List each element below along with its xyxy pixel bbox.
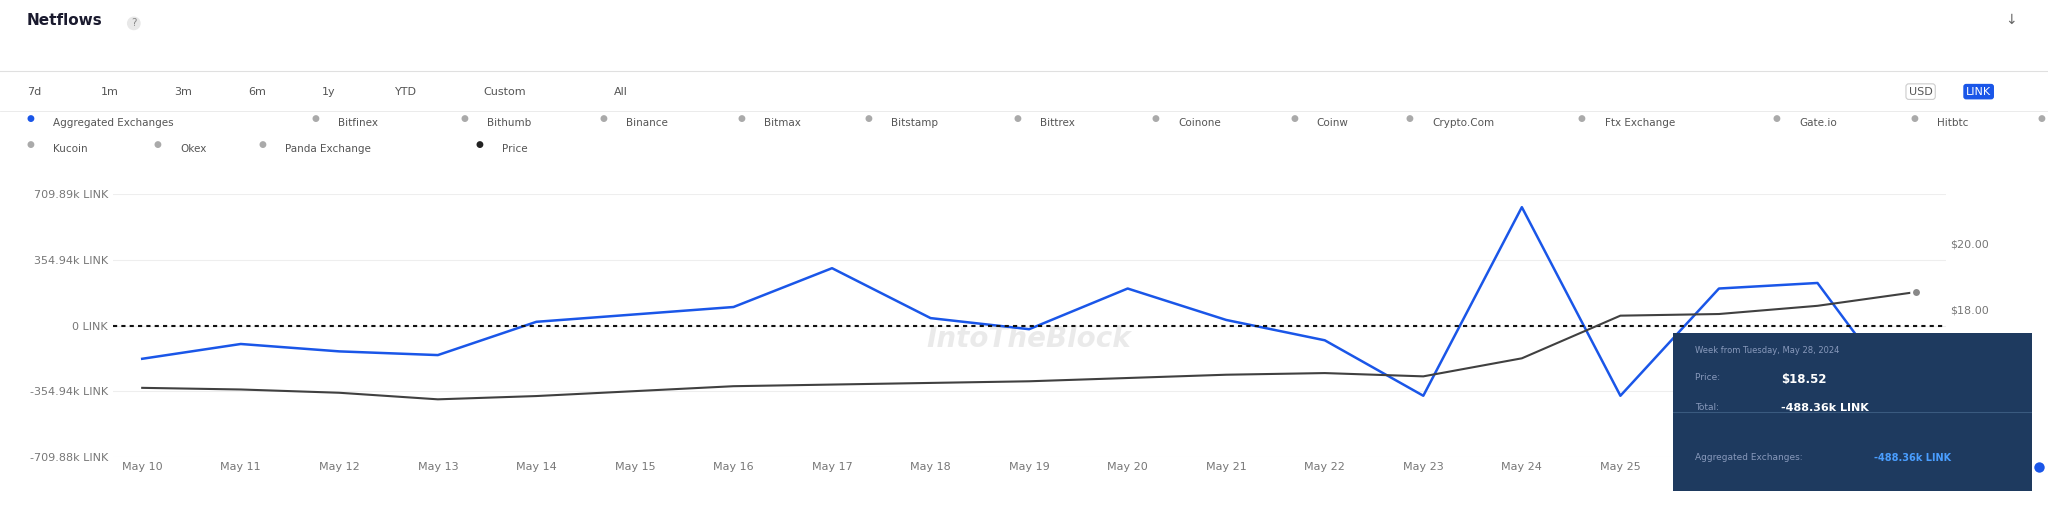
Text: -488.36k LINK: -488.36k LINK [1780,403,1868,413]
Text: ●: ● [461,114,469,123]
Text: Kucoin: Kucoin [53,144,88,154]
Text: ●: ● [1405,114,1413,123]
Text: Total:: Total: [1694,403,1722,412]
Text: ●: ● [1151,114,1159,123]
Text: Aggregated Exchanges:: Aggregated Exchanges: [1694,453,1804,462]
Text: Okex: Okex [180,144,207,154]
Text: 3m: 3m [174,87,193,97]
Text: Aggregated Exchanges: Aggregated Exchanges [53,118,174,128]
Text: All: All [614,87,629,97]
Text: Week from Tuesday, May 28, 2024: Week from Tuesday, May 28, 2024 [1694,346,1839,355]
Text: Price: Price [502,144,528,154]
Text: ●: ● [1911,114,1919,123]
Text: ●: ● [154,140,162,149]
Text: ●: ● [864,114,872,123]
Text: ●: ● [737,114,745,123]
Text: ●: ● [1014,114,1022,123]
Text: Coinone: Coinone [1180,118,1221,128]
Text: ●: ● [311,114,319,123]
Text: Bitstamp: Bitstamp [891,118,938,128]
Text: $18.52: $18.52 [1780,373,1827,386]
Text: USD: USD [1909,87,1933,97]
Text: ●: ● [600,114,606,123]
Text: Binance: Binance [627,118,668,128]
Text: IntoTheBlock: IntoTheBlock [928,324,1130,353]
Text: 6m: 6m [248,87,266,97]
Text: LINK: LINK [1966,87,1991,97]
Text: Crypto.Com: Crypto.Com [1434,118,1495,128]
Text: ●: ● [258,140,266,149]
Text: YTD: YTD [395,87,418,97]
Text: Bitmax: Bitmax [764,118,801,128]
Text: Bithumb: Bithumb [487,118,532,128]
Text: -488.36k LINK: -488.36k LINK [1874,453,1952,463]
Text: Coinw: Coinw [1317,118,1350,128]
Text: Gate.io: Gate.io [1798,118,1837,128]
Text: ●: ● [475,140,483,149]
Text: ●: ● [27,140,35,149]
Text: ●: ● [27,114,35,123]
Text: Hitbtc: Hitbtc [1937,118,1968,128]
Text: Price:: Price: [1694,373,1722,382]
Text: ●: ● [1772,114,1780,123]
Text: Custom: Custom [483,87,526,97]
Text: ↓: ↓ [2005,13,2017,27]
Text: Netflows: Netflows [27,13,102,28]
Text: Panda Exchange: Panda Exchange [285,144,371,154]
Text: Bittrex: Bittrex [1040,118,1075,128]
Text: 7d: 7d [27,87,41,97]
Text: Bitfinex: Bitfinex [338,118,379,128]
Text: ●: ● [1577,114,1585,123]
Text: ?: ? [131,18,137,28]
Text: Ftx Exchange: Ftx Exchange [1606,118,1675,128]
Text: 1y: 1y [322,87,336,97]
Text: ●: ● [1290,114,1298,123]
Text: ●: ● [2038,114,2046,123]
Text: 1m: 1m [100,87,119,97]
